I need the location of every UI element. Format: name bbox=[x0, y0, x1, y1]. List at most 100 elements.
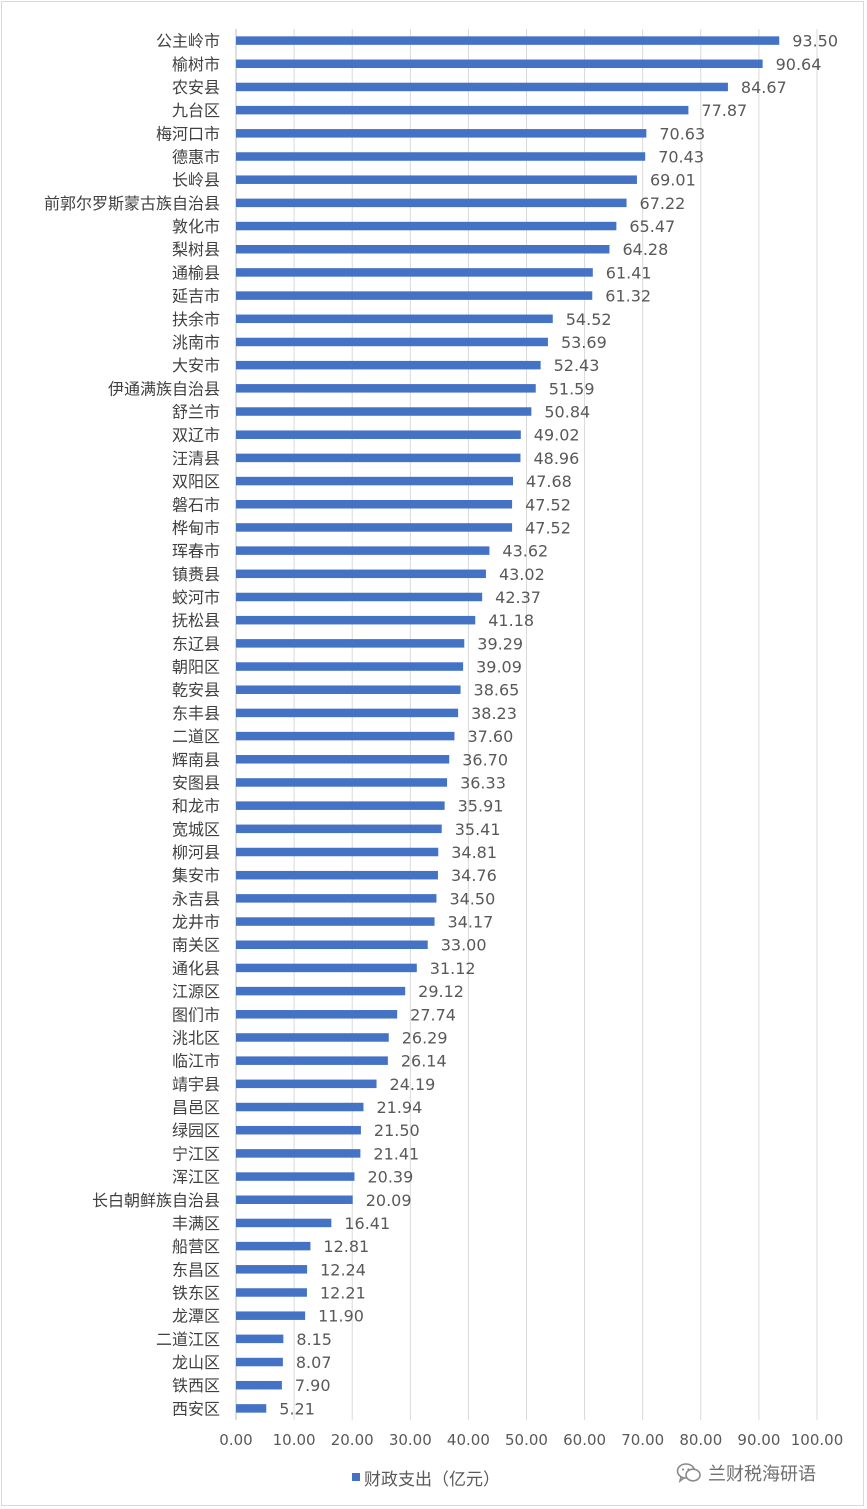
data-label: 93.50 bbox=[792, 32, 838, 51]
bar bbox=[236, 430, 521, 439]
category-label: 临江市 bbox=[172, 1052, 220, 1071]
bar bbox=[236, 360, 541, 370]
bar bbox=[236, 963, 417, 973]
data-label: 35.91 bbox=[458, 797, 504, 816]
category-label: 绿园区 bbox=[172, 1121, 220, 1140]
data-label: 12.24 bbox=[320, 1260, 366, 1279]
category-label: 浑江区 bbox=[172, 1168, 220, 1187]
bar bbox=[236, 384, 536, 393]
data-label: 49.02 bbox=[534, 426, 580, 445]
x-tick-label: 60.00 bbox=[563, 1431, 606, 1449]
data-label: 53.69 bbox=[561, 333, 607, 352]
bar bbox=[236, 291, 593, 300]
category-label: 梅河口市 bbox=[156, 124, 220, 143]
bar bbox=[236, 1288, 307, 1297]
bar bbox=[236, 59, 763, 69]
data-label: 37.60 bbox=[467, 727, 513, 746]
bar bbox=[236, 1311, 306, 1320]
category-label: 汪清县 bbox=[172, 449, 220, 468]
category-label: 珲春市 bbox=[172, 542, 220, 561]
data-label: 29.12 bbox=[418, 982, 464, 1001]
category-label: 铁西区 bbox=[172, 1376, 220, 1395]
category-label: 双阳区 bbox=[172, 472, 220, 491]
category-label: 磐石市 bbox=[172, 495, 220, 514]
category-label: 农安县 bbox=[172, 78, 220, 97]
data-label: 61.32 bbox=[605, 287, 651, 306]
bar bbox=[236, 1241, 311, 1251]
bar bbox=[236, 894, 437, 903]
data-label: 34.50 bbox=[449, 889, 495, 908]
category-label: 龙井市 bbox=[172, 913, 220, 932]
wechat-icon bbox=[676, 1463, 701, 1483]
x-tick-label: 0.00 bbox=[219, 1431, 252, 1449]
bar bbox=[236, 592, 483, 602]
data-label: 21.41 bbox=[373, 1144, 419, 1163]
category-label: 长白朝鲜族自治县 bbox=[92, 1191, 220, 1210]
category-label: 德惠市 bbox=[172, 148, 220, 167]
data-label: 5.21 bbox=[279, 1399, 315, 1418]
category-label: 集安市 bbox=[172, 866, 220, 885]
category-label: 梨树县 bbox=[172, 240, 220, 259]
data-label: 77.87 bbox=[701, 101, 747, 120]
data-label: 20.09 bbox=[366, 1191, 412, 1210]
data-label: 69.01 bbox=[650, 171, 696, 190]
category-label: 铁东区 bbox=[172, 1283, 220, 1302]
category-label: 九台区 bbox=[172, 101, 220, 120]
category-label: 抚松县 bbox=[172, 611, 220, 630]
bar bbox=[236, 685, 461, 694]
bar bbox=[236, 314, 553, 324]
bar bbox=[236, 1380, 282, 1390]
data-label: 38.23 bbox=[471, 704, 517, 723]
bar bbox=[236, 1172, 355, 1181]
category-label: 二道江区 bbox=[156, 1330, 220, 1349]
bar bbox=[236, 1033, 389, 1042]
data-label: 39.29 bbox=[477, 634, 523, 653]
bar bbox=[236, 337, 548, 347]
data-label: 52.43 bbox=[554, 356, 600, 375]
data-label: 70.63 bbox=[659, 124, 705, 143]
category-label: 乾安县 bbox=[172, 681, 220, 700]
data-label: 20.39 bbox=[367, 1168, 413, 1187]
bar bbox=[236, 986, 406, 996]
bar bbox=[236, 1218, 332, 1228]
bar bbox=[236, 1265, 308, 1274]
category-label: 西安区 bbox=[172, 1399, 220, 1418]
data-label: 26.14 bbox=[401, 1052, 447, 1071]
bar bbox=[236, 615, 476, 625]
x-tick-label: 10.00 bbox=[273, 1431, 316, 1449]
data-label: 50.84 bbox=[544, 403, 590, 422]
category-label: 丰满区 bbox=[172, 1214, 220, 1233]
data-label: 64.28 bbox=[622, 240, 668, 259]
data-label: 43.02 bbox=[499, 565, 545, 584]
bar bbox=[236, 569, 486, 579]
bar bbox=[236, 917, 435, 926]
bar bbox=[236, 801, 445, 810]
bar bbox=[236, 523, 513, 532]
x-tick-label: 90.00 bbox=[737, 1431, 780, 1449]
category-label: 宽城区 bbox=[172, 820, 220, 839]
watermark-text: 兰财税海研语 bbox=[708, 1464, 816, 1485]
category-label: 朝阳区 bbox=[172, 658, 220, 677]
data-label: 34.76 bbox=[451, 866, 497, 885]
x-tick-label: 80.00 bbox=[679, 1431, 722, 1449]
data-label: 21.50 bbox=[374, 1121, 420, 1140]
category-label: 东昌区 bbox=[172, 1260, 220, 1279]
category-label: 龙潭区 bbox=[172, 1307, 220, 1326]
category-label: 昌邑区 bbox=[172, 1098, 220, 1117]
data-label: 33.00 bbox=[441, 936, 487, 955]
bar bbox=[236, 731, 455, 741]
bar bbox=[236, 870, 438, 880]
bar bbox=[236, 500, 513, 509]
bar bbox=[236, 407, 532, 416]
data-label: 67.22 bbox=[640, 194, 686, 213]
category-label: 东辽县 bbox=[172, 634, 220, 653]
data-label: 47.52 bbox=[525, 495, 571, 514]
bar bbox=[236, 175, 637, 184]
category-label: 扶余市 bbox=[172, 310, 220, 329]
category-label: 公主岭市 bbox=[156, 32, 220, 51]
data-label: 38.65 bbox=[474, 681, 520, 700]
category-label: 洮南市 bbox=[172, 333, 220, 352]
bar bbox=[236, 1125, 361, 1135]
data-label: 70.43 bbox=[658, 148, 704, 167]
data-label: 41.18 bbox=[488, 611, 534, 630]
